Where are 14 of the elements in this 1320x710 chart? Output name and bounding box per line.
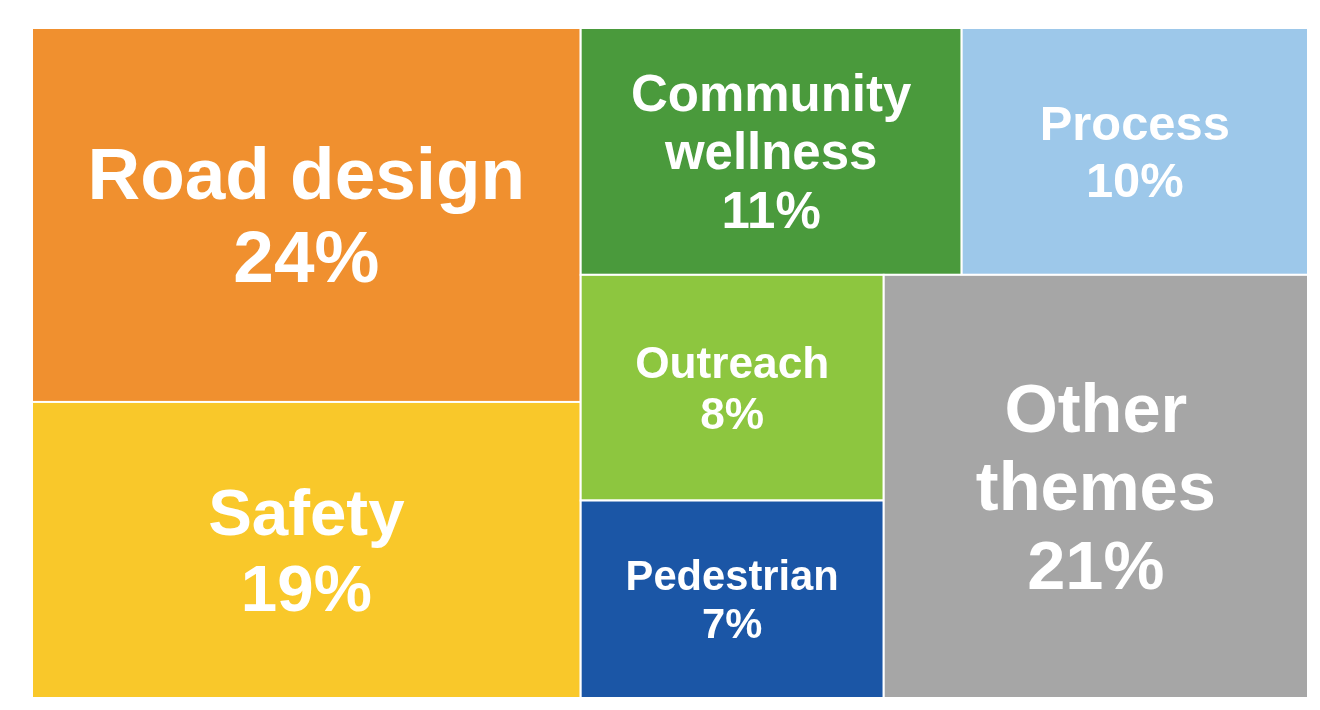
data-label: 21% [1027, 527, 1165, 605]
category-label: Pedestrian [625, 551, 839, 599]
category-label: Process [1039, 96, 1230, 151]
category-label: Community wellness [630, 64, 913, 181]
category-label: Other themes [975, 369, 1216, 526]
category-label: Outreach [635, 337, 830, 387]
category-label: Road design [87, 132, 526, 214]
category-label: Safety [208, 476, 406, 550]
data-label: 19% [240, 551, 372, 625]
data-label: 24% [233, 216, 380, 298]
data-label: 11% [721, 181, 821, 239]
data-label: 10% [1085, 152, 1184, 207]
data-label: 7% [702, 599, 763, 647]
data-label: 8% [700, 388, 765, 438]
